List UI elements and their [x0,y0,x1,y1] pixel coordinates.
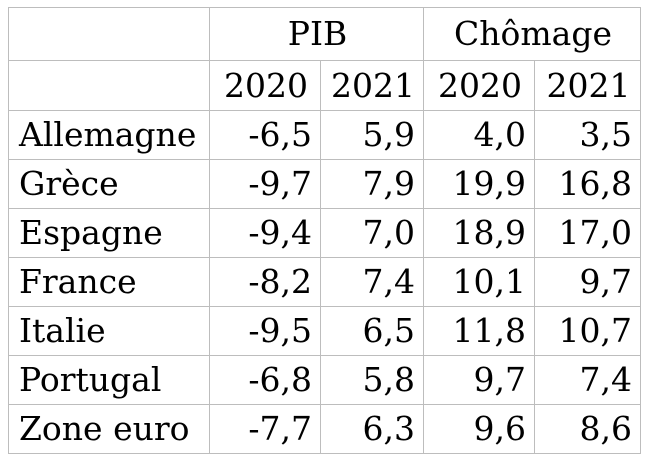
cell-value: -6,5 [209,110,321,160]
cell-value: -8,2 [209,257,321,307]
table-row: Grèce -9,7 7,9 19,9 16,8 [8,159,641,209]
table-row: France -8,2 7,4 10,1 9,7 [8,257,641,307]
year-header-pib-2021: 2021 [320,60,424,111]
cell-value: 9,7 [534,257,641,307]
row-label: Grèce [8,159,210,209]
cell-value: -7,7 [209,404,321,454]
row-label: Zone euro [8,404,210,454]
table-row: Allemagne -6,5 5,9 4,0 3,5 [8,110,641,160]
table-row: Portugal -6,8 5,8 9,7 7,4 [8,355,641,405]
row-label: Italie [8,306,210,356]
row-label: Espagne [8,208,210,258]
cell-value: 6,3 [320,404,424,454]
row-label: France [8,257,210,307]
cell-value: -9,7 [209,159,321,209]
cell-value: -9,4 [209,208,321,258]
year-header-chomage-2020: 2020 [423,60,535,111]
cell-value: 5,8 [320,355,424,405]
cell-value: 7,0 [320,208,424,258]
year-header-pib-2020: 2020 [209,60,321,111]
group-header-pib: PIB [209,7,424,61]
cell-value: -6,8 [209,355,321,405]
group-header-row: PIB Chômage [8,7,641,61]
cell-value: 11,8 [423,306,535,356]
cell-value: 6,5 [320,306,424,356]
cell-value: 10,7 [534,306,641,356]
cell-value: 8,6 [534,404,641,454]
cell-value: 7,4 [320,257,424,307]
cell-value: 9,6 [423,404,535,454]
corner-cell [8,7,210,61]
cell-value: 9,7 [423,355,535,405]
cell-value: -9,5 [209,306,321,356]
cell-value: 19,9 [423,159,535,209]
row-label: Allemagne [8,110,210,160]
data-table: PIB Chômage 2020 2021 2020 2021 Allemagn… [8,7,641,454]
cell-value: 10,1 [423,257,535,307]
cell-value: 5,9 [320,110,424,160]
cell-value: 16,8 [534,159,641,209]
table-row: Italie -9,5 6,5 11,8 10,7 [8,306,641,356]
year-corner-cell [8,60,210,111]
cell-value: 17,0 [534,208,641,258]
cell-value: 3,5 [534,110,641,160]
year-header-row: 2020 2021 2020 2021 [8,60,641,111]
table-row: Espagne -9,4 7,0 18,9 17,0 [8,208,641,258]
row-label: Portugal [8,355,210,405]
cell-value: 7,4 [534,355,641,405]
cell-value: 7,9 [320,159,424,209]
cell-value: 18,9 [423,208,535,258]
table-row: Zone euro -7,7 6,3 9,6 8,6 [8,404,641,454]
group-header-chomage: Chômage [423,7,641,61]
year-header-chomage-2021: 2021 [534,60,641,111]
cell-value: 4,0 [423,110,535,160]
